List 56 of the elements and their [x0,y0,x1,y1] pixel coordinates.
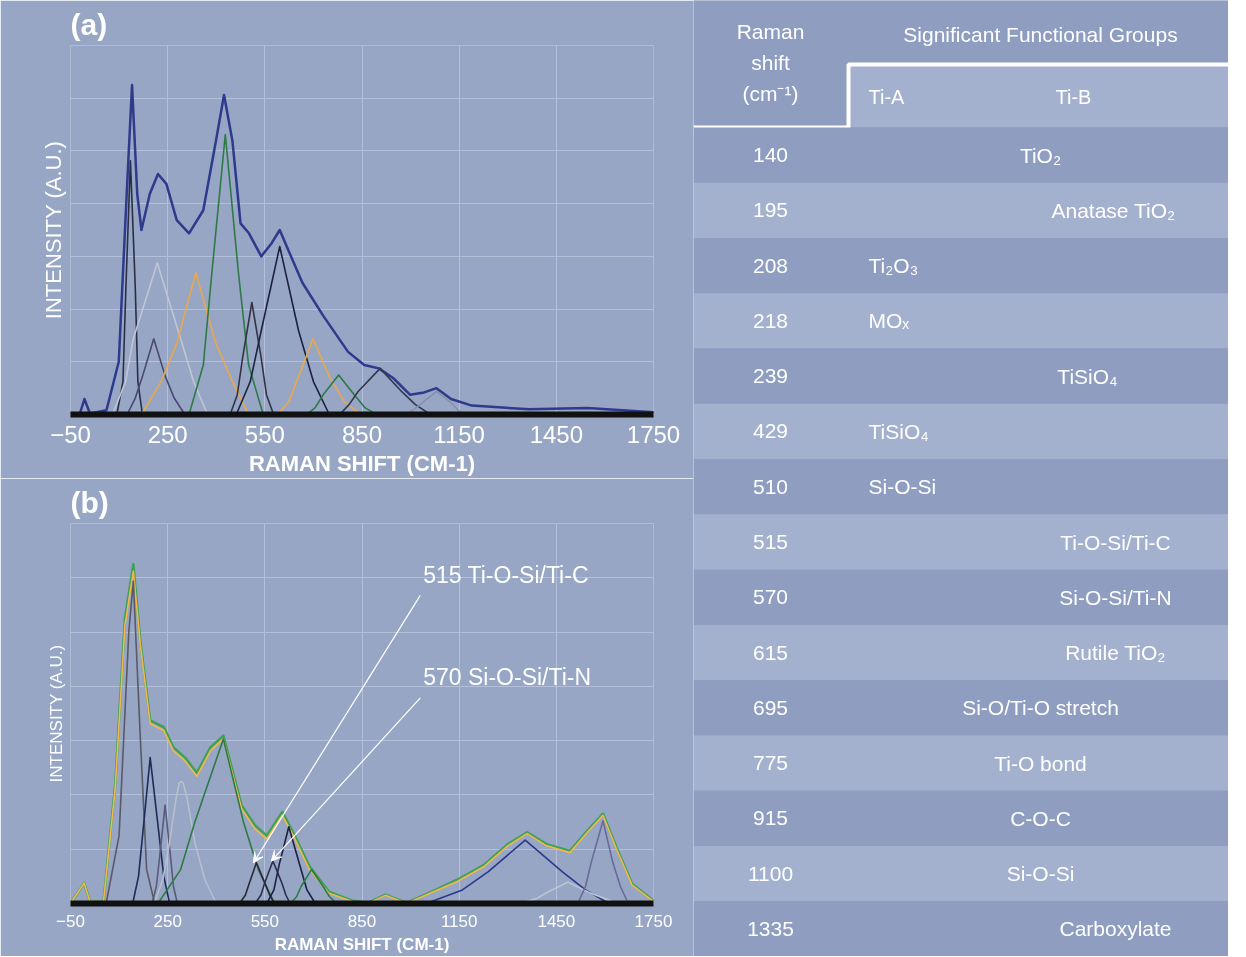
chart-title: (a) [70,7,108,41]
x-tick-label: −50 [56,911,85,931]
annotation: 515 Ti-O-Si/Ti-C [423,561,589,588]
category-label: 208 [752,253,789,277]
category-label: 429 [752,419,789,443]
x-tick-label: 550 [250,911,280,931]
text: Rutile TiO₂ [1065,641,1166,665]
text: TiSiO₄ [868,419,929,443]
annotation: 570 Si-O-Si/Ti-N [423,664,592,691]
x-tick-label: 1450 [537,911,576,931]
category-label: 515 [752,530,789,553]
text: Ti-O bond [994,751,1087,775]
x-tick-label: 850 [347,911,377,931]
category-label: 1335 [747,916,794,940]
text: Si-O/Ti-O stretch [962,696,1119,720]
x-tick-label: 1150 [440,911,478,931]
text: Raman shift (cm⁻¹) [736,19,805,106]
chart-title: (b) [70,485,109,519]
text: Si-O-Si [1006,862,1075,886]
category-label: 615 [752,640,789,664]
text: Anatase TiO₂ [1051,198,1176,222]
category-label: 239 [752,364,789,388]
x-tick-label: −50 [50,420,91,448]
x-tick-label: 250 [153,911,182,931]
text: Ti-B [1055,85,1092,108]
category-label: 218 [752,308,789,332]
category-label: 775 [752,751,789,775]
text: Significant Functional Groups [903,23,1178,46]
category-label: 915 [752,806,789,830]
x-tick-label: 250 [147,420,188,448]
x-tick-label: 850 [341,420,383,448]
text: Si-O-Si [868,475,937,499]
category-label: 570 [752,585,789,609]
text: Si-O-Si/Ti-N [1059,585,1172,609]
x-tick-label: 1750 [626,420,681,448]
x-tick-label: 1150 [433,420,485,448]
text: Ti₂O₃ [868,254,919,278]
text: TiO₂ [1019,143,1062,167]
x-tick-label: 1450 [529,420,584,448]
text: Ti-A [868,85,906,108]
x-axis-title: RAMAN SHIFT (CM-1) [274,934,450,954]
y-axis-title: INTENSITY (A.U.) [40,141,66,320]
category-label: 195 [752,198,789,222]
text: TiSiO₄ [1057,364,1118,388]
category-label: 140 [752,143,789,167]
y-axis-title: INTENSITY (A.U.) [46,644,66,783]
category-label: 510 [752,474,789,498]
x-tick-label: 1750 [634,911,673,931]
text: Carboxylate [1059,917,1172,941]
category-label: 695 [752,695,789,719]
text: MOₓ [868,309,910,333]
x-axis-title: RAMAN SHIFT (CM-1) [248,450,476,476]
text: Ti-O-Si/Ti-C [1060,530,1171,554]
text: C-O-C [1010,806,1071,830]
category-label: 1100 [747,861,794,885]
x-tick-label: 550 [244,420,285,448]
